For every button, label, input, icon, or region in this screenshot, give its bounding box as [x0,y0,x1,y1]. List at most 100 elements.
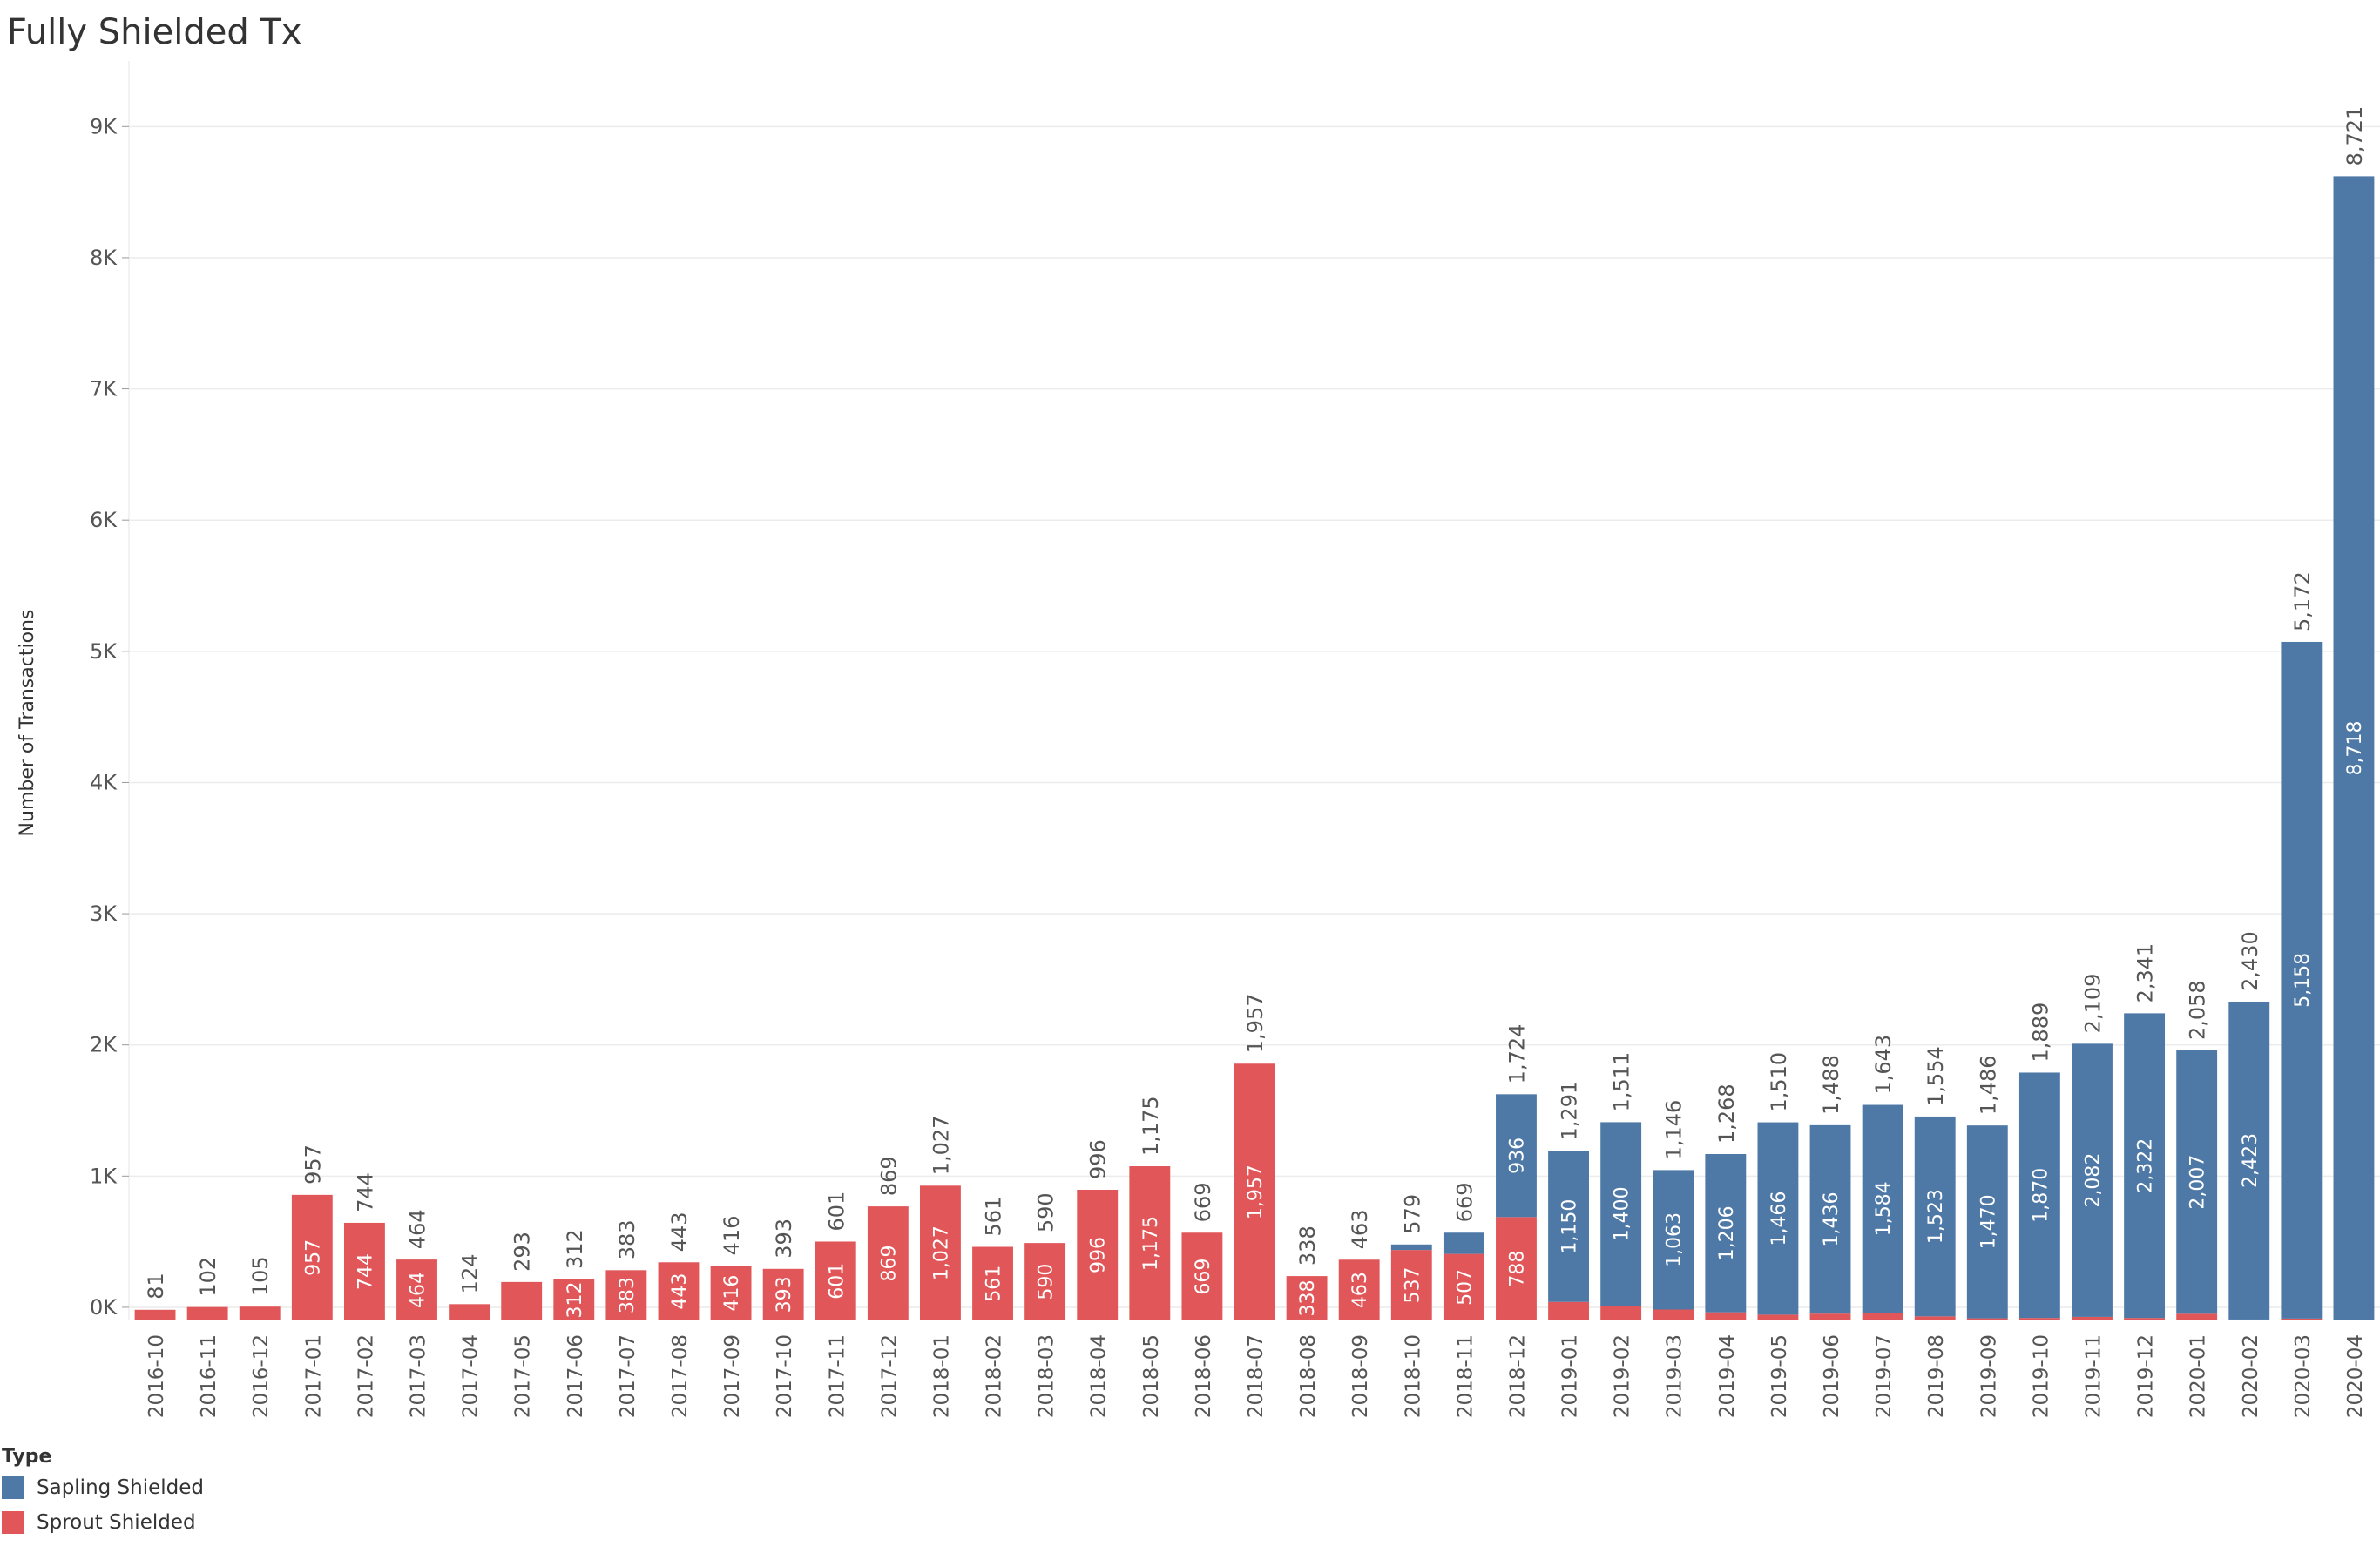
total-label: 8,721 [2343,106,2367,166]
x-tick-label: 2018-06 [1193,1334,1215,1418]
x-tick-label: 2017-01 [302,1334,325,1418]
total-label: 312 [563,1229,587,1269]
bar-sprout[interactable] [1810,1313,1851,1320]
legend-item-sapling[interactable]: Sapling Shielded [2,1476,204,1499]
total-label: 869 [876,1156,901,1196]
x-tick-label: 2018-03 [1036,1334,1058,1418]
bar-sprout[interactable] [1967,1319,2008,1320]
sapling-label: 1,870 [2030,1168,2052,1223]
legend-swatch-sprout [2,1511,24,1534]
total-label: 996 [1086,1139,1111,1179]
sapling-label: 1,584 [1873,1181,1895,1236]
x-tick-label: 2018-05 [1140,1334,1163,1418]
legend-title: Type [2,1446,204,1468]
sprout-label: 869 [878,1246,900,1282]
y-tick-label: 7K [90,377,118,402]
sprout-label: 590 [1036,1264,1058,1300]
y-tick-label: 1K [90,1164,118,1188]
sapling-label: 2,423 [2240,1133,2262,1188]
x-tick-label: 2018-04 [1088,1334,1111,1418]
x-tick-label: 2016-12 [250,1334,273,1418]
bar-sprout[interactable] [1705,1313,1746,1320]
total-label: 744 [353,1172,377,1212]
y-tick-label: 5K [90,639,118,664]
bar-sprout[interactable] [1757,1314,1798,1320]
x-tick-label: 2016-11 [198,1334,220,1418]
total-label: 1,511 [1610,1052,1634,1112]
bar-sapling[interactable] [1444,1232,1484,1253]
sprout-label: 338 [1297,1280,1319,1317]
x-tick-label: 2019-03 [1664,1334,1687,1418]
total-label: 443 [667,1212,692,1252]
bar-sprout[interactable] [2176,1313,2217,1320]
total-label: 1,510 [1767,1052,1791,1112]
total-label: 1,643 [1871,1035,1896,1095]
sprout-label: 669 [1193,1259,1214,1295]
total-label: 1,724 [1504,1024,1529,1084]
x-tick-label: 2019-12 [2135,1334,2158,1418]
bar-sprout[interactable] [187,1307,228,1320]
sprout-label: 312 [565,1282,586,1319]
total-label: 102 [196,1257,220,1297]
x-tick-label: 2017-02 [355,1334,377,1418]
sapling-label: 1,206 [1716,1205,1738,1260]
bar-sprout[interactable] [2019,1318,2060,1320]
bar-sprout[interactable] [1653,1309,1694,1320]
total-label: 2,109 [2080,974,2105,1034]
sapling-label: 1,150 [1559,1199,1581,1254]
sapling-label: 2,322 [2135,1138,2157,1193]
bar-sprout[interactable] [2072,1317,2113,1320]
bar-sprout[interactable] [1863,1313,1903,1320]
x-tick-label: 2017-09 [721,1334,744,1418]
sprout-label: 744 [355,1253,376,1290]
sapling-label: 936 [1506,1138,1528,1174]
total-label: 416 [720,1216,744,1256]
legend-label-sprout: Sprout Shielded [37,1511,196,1534]
x-tick-label: 2018-08 [1297,1334,1320,1418]
bar-sprout[interactable] [501,1282,542,1320]
bar-sprout[interactable] [135,1310,176,1320]
x-tick-label: 2017-10 [774,1334,796,1418]
y-tick-label: 4K [90,770,118,794]
total-label: 81 [144,1273,168,1300]
sprout-label: 507 [1454,1269,1476,1306]
sprout-label: 464 [408,1272,429,1308]
sprout-label: 788 [1506,1251,1528,1287]
bar-sapling[interactable] [1391,1245,1432,1250]
x-tick-label: 2019-01 [1559,1334,1582,1418]
total-label: 383 [615,1219,639,1259]
bar-sprout[interactable] [1915,1316,1956,1320]
legend-item-sprout[interactable]: Sprout Shielded [2,1511,204,1534]
total-label: 590 [1034,1192,1058,1232]
sapling-label: 8,718 [2344,720,2366,775]
total-label: 1,175 [1139,1096,1163,1156]
sapling-label: 1,466 [1768,1191,1790,1246]
sprout-label: 601 [826,1263,848,1300]
y-tick-label: 0K [90,1295,118,1320]
bars [135,176,2375,1320]
bar-sprout[interactable] [449,1304,490,1320]
total-label: 669 [1191,1182,1215,1222]
x-tick-label: 2017-04 [460,1334,483,1418]
total-label: 463 [1348,1209,1372,1249]
total-label: 5,172 [2290,571,2315,631]
total-label: 1,146 [1662,1100,1687,1160]
bar-sprout[interactable] [1548,1302,1589,1320]
total-label: 464 [406,1209,430,1249]
sapling-label: 5,158 [2292,953,2314,1008]
bar-sprout[interactable] [2281,1319,2322,1320]
bar-sprout[interactable] [1600,1306,1641,1320]
sapling-label: 1,436 [1821,1192,1842,1247]
x-tick-label: 2018-02 [984,1334,1006,1418]
x-tick-label: 2018-10 [1402,1334,1424,1418]
total-label: 293 [510,1232,535,1272]
bar-sprout[interactable] [240,1306,281,1320]
bar-sprout[interactable] [2124,1318,2165,1320]
sprout-label: 1,027 [930,1225,952,1280]
total-label: 2,430 [2238,931,2262,991]
x-tick-label: 2019-04 [1716,1334,1739,1418]
x-tick-label: 2020-03 [2292,1334,2315,1418]
